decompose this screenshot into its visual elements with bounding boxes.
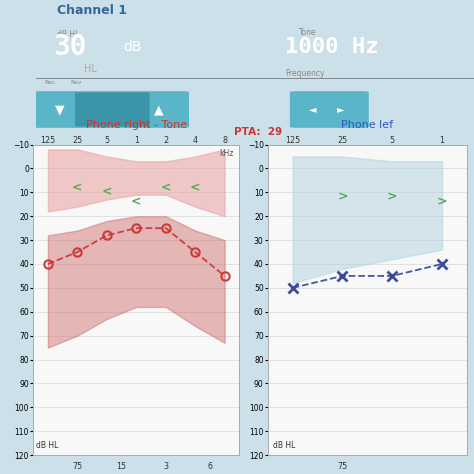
Text: 125: 125 — [40, 136, 55, 145]
Text: 125: 125 — [285, 136, 301, 145]
Text: dB HL: dB HL — [273, 441, 295, 450]
Text: kHz: kHz — [219, 149, 234, 158]
Text: dB: dB — [123, 40, 142, 54]
Text: 75: 75 — [337, 462, 347, 471]
Text: 2: 2 — [163, 136, 168, 145]
FancyBboxPatch shape — [75, 92, 149, 127]
Text: 8: 8 — [222, 136, 227, 145]
Text: <: < — [190, 181, 201, 194]
Text: HL: HL — [84, 64, 97, 74]
Text: Channel 1: Channel 1 — [57, 4, 128, 17]
Text: <: < — [161, 181, 171, 194]
Text: <: < — [72, 181, 82, 194]
Text: ▼: ▼ — [55, 103, 64, 116]
FancyBboxPatch shape — [290, 91, 369, 128]
Text: 5: 5 — [390, 136, 395, 145]
FancyBboxPatch shape — [31, 91, 189, 128]
Text: 1: 1 — [439, 136, 445, 145]
Text: 30: 30 — [53, 33, 87, 61]
Text: PTA:  29: PTA: 29 — [234, 127, 283, 137]
Text: 5: 5 — [104, 136, 109, 145]
Text: dB HL: dB HL — [36, 441, 58, 450]
Title: Phone right - Tone: Phone right - Tone — [86, 120, 187, 130]
Text: Rec: Rec — [44, 80, 55, 85]
Text: 15: 15 — [117, 462, 127, 471]
Text: 3: 3 — [163, 462, 168, 471]
Text: Tone: Tone — [299, 27, 316, 36]
Text: >: > — [387, 191, 398, 204]
Text: 1000 Hz: 1000 Hz — [285, 37, 379, 57]
Text: <: < — [131, 195, 142, 209]
Text: <: < — [101, 186, 112, 199]
Text: ►: ► — [337, 104, 344, 115]
Text: Frequency: Frequency — [285, 69, 325, 78]
Text: dB HL: dB HL — [57, 30, 80, 39]
Text: >: > — [337, 191, 348, 204]
Text: 75: 75 — [72, 462, 82, 471]
Text: 25: 25 — [72, 136, 82, 145]
Text: ◄: ◄ — [309, 104, 317, 115]
Text: >: > — [437, 195, 447, 209]
Text: 25: 25 — [337, 136, 347, 145]
Text: 4: 4 — [193, 136, 198, 145]
Text: ▲: ▲ — [154, 103, 163, 116]
Text: 6: 6 — [208, 462, 212, 471]
Text: Rev: Rev — [71, 80, 82, 85]
Text: 1: 1 — [134, 136, 139, 145]
Title: Phone lef: Phone lef — [341, 120, 393, 130]
